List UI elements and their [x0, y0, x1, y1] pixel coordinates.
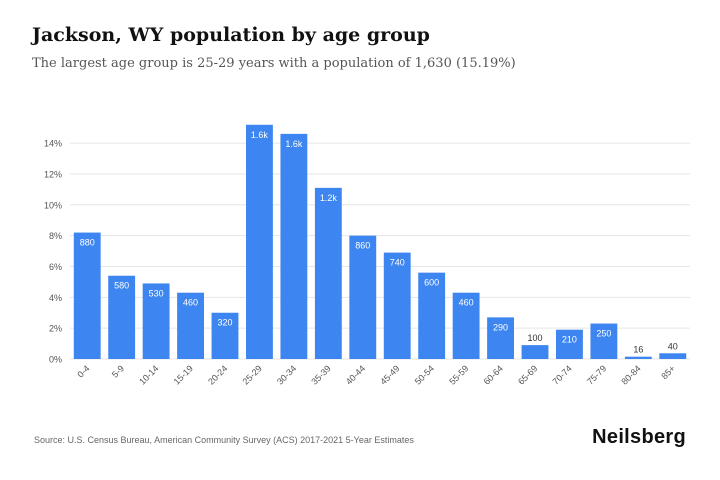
x-tick-label: 5-9: [110, 363, 126, 379]
y-tick-label: 6%: [49, 262, 62, 272]
data-label: 600: [424, 278, 439, 288]
source-note: Source: U.S. Census Bureau, American Com…: [34, 435, 414, 445]
bar: [418, 272, 446, 359]
bar: [349, 235, 377, 359]
x-tick-label: 55-59: [447, 363, 470, 386]
bar-chart: 0% 2% 4% 6% 8% 10% 12% 14% 880 0-4 580 5-9 530 10-14 4…: [44, 124, 690, 387]
chart-title: Jackson, WY population by age group: [32, 24, 430, 46]
brand-logo: Neilsberg: [592, 426, 686, 448]
bar: [211, 312, 239, 359]
y-tick-label: 14%: [44, 139, 62, 149]
data-label: 16: [633, 345, 643, 355]
x-tick-label: 30-34: [275, 363, 298, 386]
data-label: 1.6k: [251, 130, 269, 140]
bar: [521, 345, 549, 359]
x-tick-label: 45-49: [378, 363, 401, 386]
y-tick-label: 2%: [49, 324, 62, 334]
data-label: 860: [355, 241, 370, 251]
data-label: 1.2k: [320, 193, 338, 203]
data-label: 290: [493, 322, 508, 332]
bar: [280, 133, 308, 359]
bar: [177, 292, 204, 359]
x-tick-label: 10-14: [137, 363, 160, 386]
data-label: 100: [527, 333, 542, 343]
y-tick-label: 10%: [44, 200, 62, 210]
x-tick-label: 50-54: [413, 363, 436, 386]
bar: [246, 124, 273, 359]
x-tick-label: 20-24: [206, 363, 229, 386]
bar: [452, 292, 480, 359]
data-label: 580: [114, 281, 129, 291]
x-tick-label: 65-69: [516, 363, 539, 386]
bar: [590, 323, 618, 359]
bar: [314, 187, 342, 359]
data-label: 460: [459, 298, 474, 308]
x-tick-label: 75-79: [585, 363, 608, 386]
data-label: 1.6k: [285, 139, 303, 149]
data-label: 250: [596, 329, 611, 339]
bar: [73, 232, 101, 359]
x-tick-label: 15-19: [172, 363, 195, 386]
bar: [108, 275, 136, 359]
x-tick-label: 85+: [659, 363, 677, 381]
bar: [556, 329, 583, 359]
bar: [624, 356, 652, 359]
chart-subtitle: The largest age group is 25-29 years wit…: [32, 56, 516, 71]
y-tick-label: 4%: [49, 293, 62, 303]
x-tick-label: 60-64: [482, 363, 505, 386]
data-label: 530: [149, 288, 164, 298]
data-label: 40: [668, 341, 678, 351]
x-tick-label: 40-44: [344, 363, 367, 386]
x-tick-label: 0-4: [75, 363, 91, 379]
bar: [659, 353, 687, 359]
y-tick-label: 12%: [44, 169, 62, 179]
y-tick-label: 0%: [49, 355, 62, 365]
bar: [487, 317, 514, 359]
x-tick-label: 35-39: [309, 363, 332, 386]
x-tick-label: 25-29: [241, 363, 264, 386]
x-tick-label: 70-74: [551, 363, 574, 386]
data-label: 740: [390, 258, 405, 268]
data-label: 320: [217, 318, 232, 328]
data-label: 880: [80, 238, 95, 248]
bar: [142, 283, 170, 359]
x-tick-label: 80-84: [619, 363, 642, 386]
bar: [383, 252, 411, 359]
y-tick-label: 8%: [49, 231, 62, 241]
data-label: 460: [183, 298, 198, 308]
data-label: 210: [562, 335, 577, 345]
